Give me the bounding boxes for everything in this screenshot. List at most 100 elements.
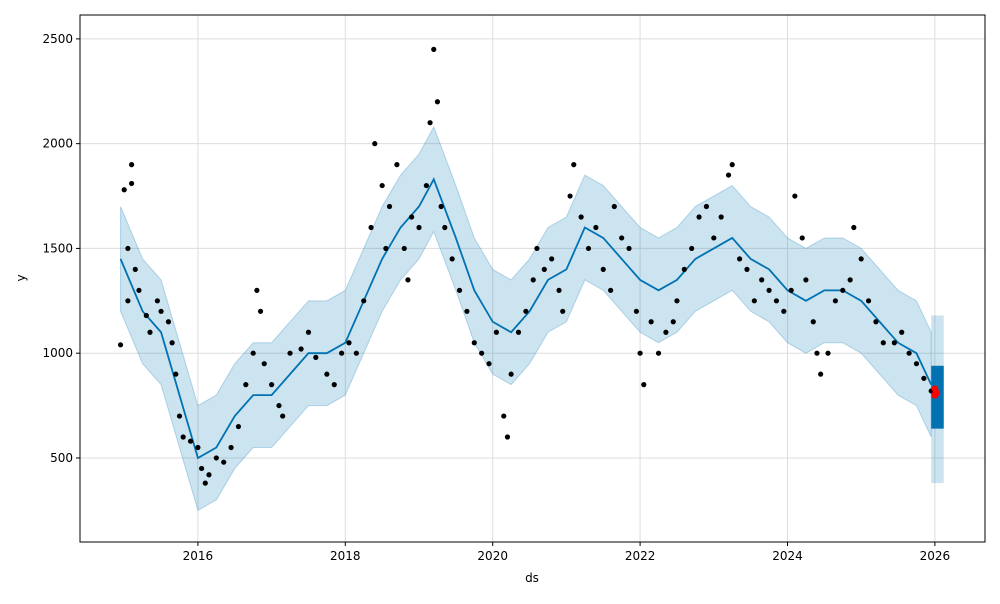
observed-point	[143, 312, 149, 319]
observed-point	[504, 434, 511, 440]
observed-point	[479, 350, 485, 356]
y-tick-label: 500	[50, 451, 73, 465]
observed-point	[125, 245, 131, 252]
observed-point	[324, 371, 330, 377]
observed-point	[187, 438, 194, 444]
x-tick-label: 2016	[183, 549, 214, 563]
observed-point	[899, 329, 905, 335]
observed-point	[180, 434, 186, 440]
observed-point	[401, 245, 407, 252]
observed-point	[578, 214, 584, 220]
observed-point	[169, 340, 175, 346]
observed-point	[751, 298, 757, 304]
observed-point	[773, 298, 780, 304]
y-tick-label: 2500	[42, 32, 73, 46]
observed-point	[313, 354, 319, 360]
observed-point	[585, 245, 592, 252]
y-tick-label: 1500	[42, 241, 73, 255]
observed-point	[792, 193, 798, 199]
observed-point	[243, 382, 249, 388]
x-tick-label: 2024	[772, 549, 803, 563]
observed-point	[254, 287, 260, 293]
observed-point	[409, 214, 415, 220]
observed-point	[696, 214, 702, 220]
x-tick-label: 2026	[920, 549, 951, 563]
chart-marks	[117, 46, 944, 512]
observed-point	[147, 329, 153, 335]
observed-point	[199, 465, 205, 472]
observed-point	[847, 277, 853, 283]
observed-point	[788, 287, 794, 293]
observed-point	[361, 298, 367, 304]
observed-point	[339, 350, 345, 356]
observed-point	[803, 277, 809, 283]
observed-point	[515, 329, 522, 335]
observed-point	[832, 298, 838, 304]
plot-frame	[79, 14, 986, 543]
highlighted-point	[932, 389, 940, 397]
observed-point	[394, 162, 400, 168]
forecast-line	[119, 177, 933, 460]
observed-point	[810, 319, 816, 325]
observed-point	[416, 224, 422, 231]
observed-point	[633, 308, 640, 314]
observed-point	[486, 361, 492, 367]
observed-point	[471, 340, 477, 346]
observed-point	[689, 245, 695, 252]
observed-point	[438, 203, 444, 210]
observed-point	[346, 340, 352, 346]
observed-point	[501, 413, 507, 419]
observed-point	[619, 235, 625, 241]
observed-point	[718, 214, 724, 220]
observed-point	[331, 382, 337, 388]
x-tick-label: 2022	[625, 549, 656, 563]
observed-point	[725, 172, 732, 178]
x-tick-label: 2020	[477, 549, 508, 563]
observed-point	[641, 382, 647, 388]
observed-point	[158, 308, 164, 314]
observed-point	[858, 256, 864, 262]
observed-point	[464, 308, 470, 314]
observed-point	[799, 235, 805, 241]
observed-point	[132, 266, 138, 272]
observed-point	[493, 329, 499, 335]
observed-point	[814, 350, 820, 356]
x-tick-label: 2018	[330, 549, 361, 563]
observed-point	[648, 319, 654, 325]
observed-point	[766, 287, 772, 293]
observed-point	[456, 287, 463, 293]
observed-point	[257, 308, 264, 314]
observed-point	[383, 245, 389, 252]
observed-point	[508, 371, 514, 377]
observed-point	[818, 371, 824, 377]
y-tick-label: 2000	[42, 137, 73, 151]
observed-point	[663, 329, 669, 335]
observed-point	[305, 329, 312, 335]
observed-point	[250, 350, 256, 356]
observed-point	[276, 402, 282, 409]
observed-point	[567, 193, 573, 199]
y-axis-label: y	[14, 274, 28, 281]
observed-point	[176, 413, 183, 419]
observed-point	[674, 298, 680, 304]
observed-point	[154, 298, 160, 304]
observed-point	[593, 224, 599, 231]
observed-point	[195, 444, 201, 451]
observed-point	[165, 319, 172, 325]
y-tick-label: 1000	[42, 346, 73, 360]
observed-point	[434, 99, 441, 105]
observed-point	[703, 203, 710, 210]
observed-point	[173, 371, 179, 377]
observed-point	[368, 224, 374, 231]
observed-point	[449, 256, 455, 262]
observed-point	[431, 46, 437, 52]
observed-point	[549, 256, 555, 262]
observed-point	[736, 256, 743, 262]
observed-point	[206, 472, 212, 478]
observed-point	[379, 182, 385, 189]
observed-point	[541, 266, 547, 272]
observed-point	[670, 319, 676, 325]
observed-point	[405, 277, 411, 283]
observed-point	[269, 382, 275, 388]
